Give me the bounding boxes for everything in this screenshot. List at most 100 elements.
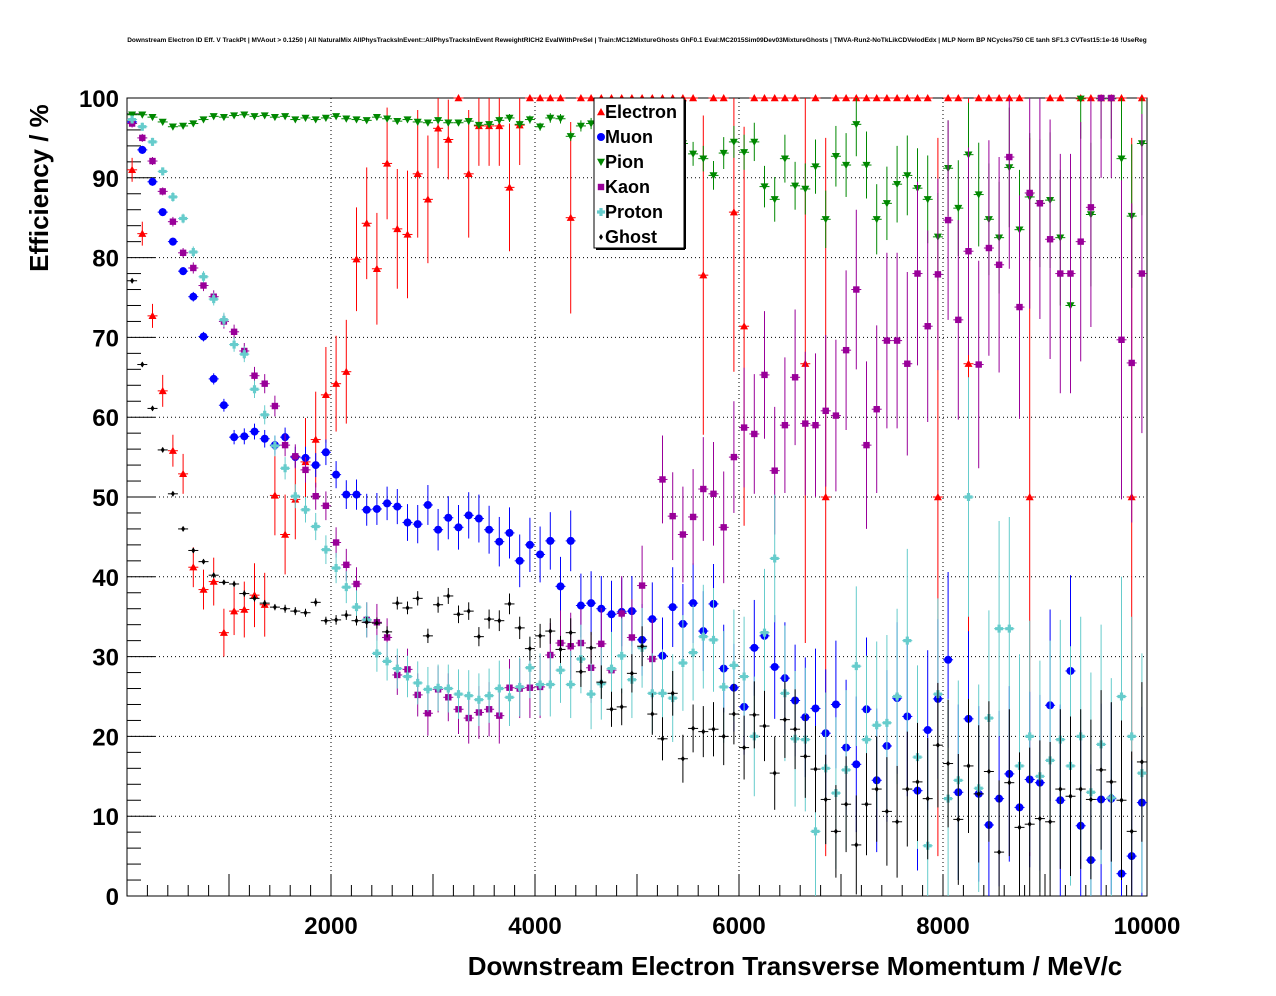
electron-point xyxy=(331,335,342,432)
electron-marker xyxy=(393,224,402,233)
electron-point xyxy=(453,94,464,102)
ghost-point xyxy=(912,722,923,841)
proton-point xyxy=(616,618,627,694)
pion-point xyxy=(902,135,913,216)
legend-entry-ghost: Ghost xyxy=(599,227,657,247)
pion-point xyxy=(259,112,270,120)
kaon-marker xyxy=(343,561,350,569)
ghost-marker xyxy=(323,617,328,624)
ghost-marker xyxy=(1119,797,1124,804)
electron-point xyxy=(749,94,760,102)
kaon-point xyxy=(269,395,280,417)
muon-point xyxy=(463,492,474,539)
kaon-marker xyxy=(761,371,768,379)
proton-marker xyxy=(403,672,412,681)
kaon-point xyxy=(810,353,821,497)
kaon-point xyxy=(1126,203,1137,523)
ghost-marker xyxy=(456,611,461,618)
ghost-marker xyxy=(283,605,288,612)
pion-point xyxy=(565,131,576,142)
kaon-marker xyxy=(883,337,891,344)
pion-point xyxy=(555,113,566,124)
pion-marker xyxy=(587,120,596,128)
kaon-marker xyxy=(995,261,1003,268)
muon-point xyxy=(535,526,546,583)
pion-marker xyxy=(230,112,239,120)
muon-point xyxy=(382,486,393,521)
ghost-point xyxy=(677,734,688,783)
muon-point xyxy=(514,534,525,588)
kaon-point xyxy=(147,157,158,166)
proton-marker xyxy=(464,691,473,700)
electron-marker xyxy=(352,255,361,263)
proton-point xyxy=(208,292,219,306)
electron-marker xyxy=(179,469,188,478)
kaon-marker xyxy=(914,270,921,277)
kaon-marker xyxy=(149,157,156,165)
electron-marker xyxy=(403,230,412,238)
electron-marker xyxy=(495,121,504,130)
electron-point xyxy=(545,94,556,102)
muon-point xyxy=(371,493,382,525)
y-tick-label: 20 xyxy=(92,724,119,751)
ghost-point xyxy=(749,681,760,749)
pion-point xyxy=(392,117,403,126)
ghost-marker xyxy=(354,617,359,624)
kaon-point xyxy=(667,472,678,561)
proton-marker xyxy=(270,441,279,450)
ghost-point xyxy=(147,405,158,412)
proton-marker xyxy=(607,664,616,673)
proton-point xyxy=(259,405,270,425)
ghost-marker xyxy=(395,600,400,607)
pion-point xyxy=(361,117,372,125)
ghost-marker xyxy=(650,711,655,718)
proton-marker xyxy=(209,295,218,304)
electron-marker xyxy=(719,94,728,102)
pion-marker xyxy=(505,114,514,122)
kaon-marker xyxy=(1077,238,1084,245)
muon-marker xyxy=(831,700,840,709)
electron-marker xyxy=(434,124,443,132)
electron-point xyxy=(167,434,178,467)
pion-marker xyxy=(1076,95,1085,103)
ghost-marker xyxy=(986,768,991,775)
pion-marker xyxy=(352,116,361,124)
muon-marker xyxy=(505,528,514,537)
kaon-marker xyxy=(934,271,942,278)
electron-point xyxy=(463,109,474,238)
pion-marker xyxy=(189,120,198,128)
pion-point xyxy=(239,111,250,119)
proton-marker xyxy=(383,657,392,666)
electron-marker xyxy=(281,530,290,538)
pion-marker xyxy=(413,118,422,126)
y-tick-label: 0 xyxy=(106,884,119,911)
proton-marker xyxy=(719,682,728,691)
pion-marker xyxy=(903,172,912,180)
electron-marker xyxy=(729,208,738,216)
pion-marker xyxy=(495,117,504,125)
proton-marker xyxy=(342,583,351,592)
kaon-marker xyxy=(893,337,901,344)
proton-marker xyxy=(699,632,708,641)
proton-marker xyxy=(485,691,494,700)
pion-point xyxy=(973,142,984,247)
ghost-marker xyxy=(303,609,308,616)
kaon-point xyxy=(708,441,719,546)
kaon-marker xyxy=(822,407,829,415)
kaon-marker xyxy=(1108,94,1115,102)
proton-point xyxy=(331,552,342,584)
proton-marker xyxy=(260,410,269,419)
kaon-marker xyxy=(322,502,330,509)
electron-point xyxy=(871,94,882,102)
electron-marker xyxy=(576,94,585,102)
ghost-point xyxy=(229,580,240,588)
proton-point xyxy=(565,651,576,719)
ghost-marker xyxy=(997,849,1002,856)
ghost-point xyxy=(453,605,464,624)
kaon-point xyxy=(320,491,331,521)
electron-point xyxy=(422,135,433,264)
pion-marker xyxy=(128,111,137,119)
electron-point xyxy=(504,123,515,252)
pion-point xyxy=(300,114,311,122)
electron-marker xyxy=(219,628,228,636)
